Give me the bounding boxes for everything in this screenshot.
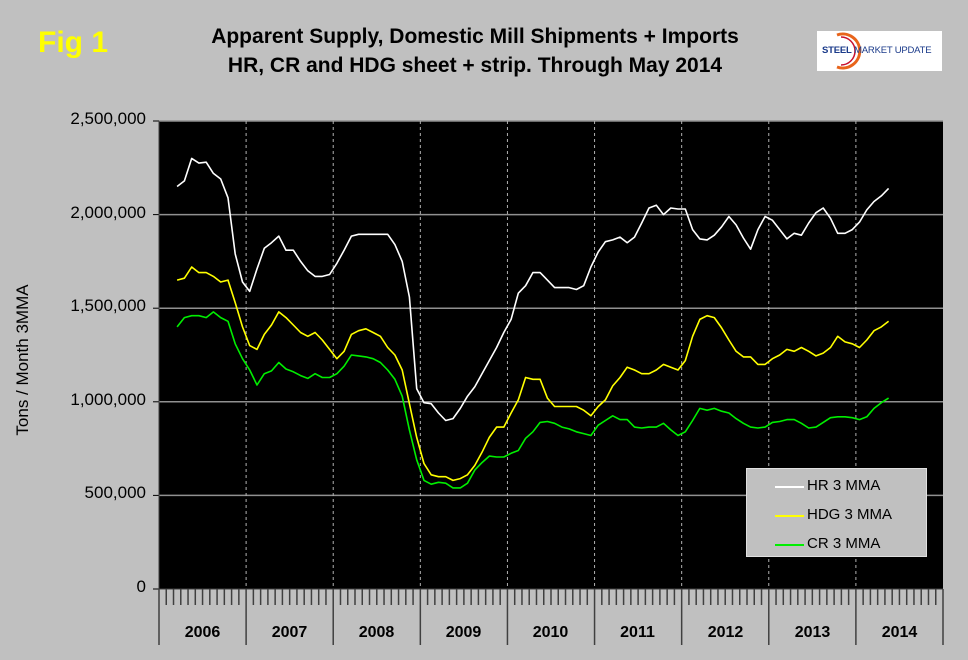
logo-swoosh-icon [836, 32, 862, 70]
x-tick-label: 2008 [358, 624, 395, 641]
series-line-hr [176, 157, 890, 422]
x-tick-label: 2010 [532, 624, 569, 641]
y-tick-label: 500,000 [84, 483, 146, 502]
y-tick-label: 1,500,000 [70, 296, 146, 315]
legend-swatch [775, 486, 804, 488]
logo-text: STEEL MARKET UPDATE [822, 45, 932, 56]
chart-title: Apparent Supply, Domestic Mill Shipments… [130, 22, 820, 80]
legend-label: HR 3 MMA [807, 477, 881, 494]
x-tick-label: 2006 [184, 624, 221, 641]
legend-label: CR 3 MMA [807, 535, 881, 552]
legend-label: HDG 3 MMA [807, 506, 893, 523]
y-tick-label: 2,000,000 [70, 203, 146, 222]
x-tick-label: 2013 [794, 624, 831, 641]
legend-item-hdg: HDG 3 MMA [747, 506, 926, 526]
series-line-cr [176, 311, 890, 489]
x-tick-label: 2007 [271, 624, 308, 641]
y-tick-label: 0 [136, 577, 146, 596]
legend-swatch [775, 515, 804, 517]
x-tick-label: 2014 [881, 624, 918, 641]
x-tick-label: 2009 [445, 624, 482, 641]
chart-title-line1: Apparent Supply, Domestic Mill Shipments… [211, 25, 739, 48]
y-tick-label: 1,000,000 [70, 390, 146, 409]
figure-label: Fig 1 [38, 26, 109, 59]
legend-item-cr: CR 3 MMA [747, 535, 926, 555]
legend-swatch [775, 544, 804, 546]
legend-item-hr: HR 3 MMA [747, 477, 926, 497]
series-line-hdg [176, 266, 890, 482]
chart-title-line2: HR, CR and HDG sheet + strip. Through Ma… [227, 54, 723, 77]
x-tick-label: 2011 [620, 624, 655, 641]
steel-market-update-logo: STEEL MARKET UPDATE [817, 31, 942, 71]
legend: HR 3 MMA HDG 3 MMA CR 3 MMA [746, 468, 927, 557]
y-tick-label: 2,500,000 [70, 109, 146, 128]
x-tick-label: 2012 [707, 624, 744, 641]
